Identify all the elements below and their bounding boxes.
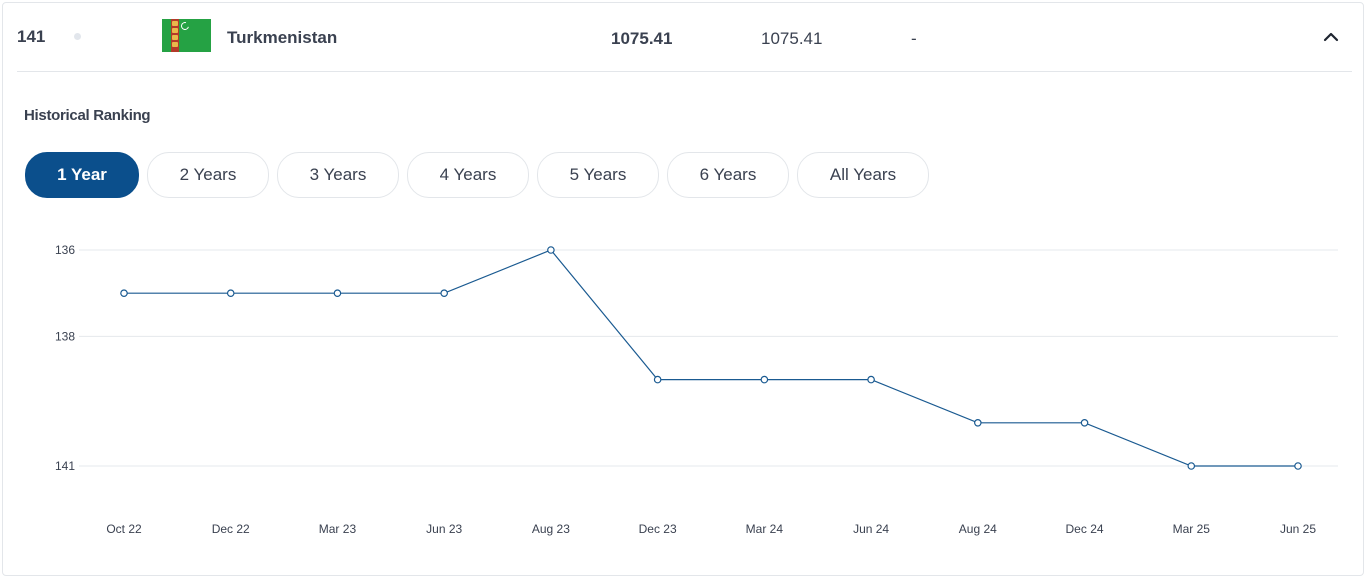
status-dot-icon: [74, 33, 81, 40]
series-line: [124, 249, 1298, 467]
data-point[interactable]: [1080, 419, 1089, 427]
tab-5-years[interactable]: 5 Years: [537, 152, 659, 198]
x-tick-label: Dec 23: [639, 522, 677, 536]
data-point[interactable]: [120, 289, 128, 298]
rank-value: 141: [17, 27, 46, 46]
y-tick-label: 138: [55, 329, 75, 343]
x-tick-label: Mar 24: [746, 522, 784, 536]
data-point[interactable]: [1187, 462, 1196, 470]
x-tick-label: Dec 22: [212, 522, 250, 536]
tab-1-year[interactable]: 1 Year: [25, 152, 139, 198]
x-tick-label: Dec 24: [1066, 522, 1104, 536]
data-point[interactable]: [974, 419, 982, 427]
country-name[interactable]: Turkmenistan: [227, 28, 338, 47]
chevron-up-icon[interactable]: [1319, 25, 1343, 49]
turkmenistan-flag-icon: [162, 19, 211, 52]
data-point[interactable]: [867, 375, 875, 384]
x-tick-label: Aug 23: [532, 522, 570, 536]
tab-3-years[interactable]: 3 Years: [277, 152, 399, 198]
tab-6-years[interactable]: 6 Years: [667, 152, 789, 198]
historical-ranking-chart: 136 138 141 Oct 22 Dec 22 Mar 23 Jun 23 Aug 23 D…: [55, 243, 1338, 536]
ranking-row[interactable]: 141 Turkmenistan 1075.41 1075.41 -: [17, 3, 1352, 72]
x-tick-label: Aug 24: [959, 522, 997, 536]
x-tick-label: Jun 23: [426, 522, 462, 536]
total-points: 1075.41: [611, 29, 673, 48]
tab-4-years[interactable]: 4 Years: [407, 152, 529, 198]
data-point[interactable]: [547, 246, 555, 254]
data-point[interactable]: [440, 289, 448, 298]
previous-points: 1075.41: [761, 29, 823, 48]
x-tick-label: Mar 25: [1173, 522, 1211, 536]
x-tick-label: Jun 25: [1280, 522, 1316, 536]
x-tick-label: Oct 22: [106, 522, 142, 536]
data-point[interactable]: [1294, 462, 1302, 470]
tab-2-years[interactable]: 2 Years: [147, 152, 269, 198]
y-tick-label: 136: [55, 243, 75, 257]
tab-all-years[interactable]: All Years: [797, 152, 929, 198]
x-tick-label: Jun 24: [853, 522, 889, 536]
data-point[interactable]: [333, 289, 342, 298]
points-change: -: [911, 29, 917, 48]
data-point[interactable]: [226, 289, 235, 298]
data-point[interactable]: [653, 375, 662, 384]
historical-ranking-title: Historical Ranking: [24, 107, 151, 124]
y-tick-label: 141: [55, 459, 75, 473]
x-tick-label: Mar 23: [319, 522, 357, 536]
data-point[interactable]: [760, 375, 769, 384]
